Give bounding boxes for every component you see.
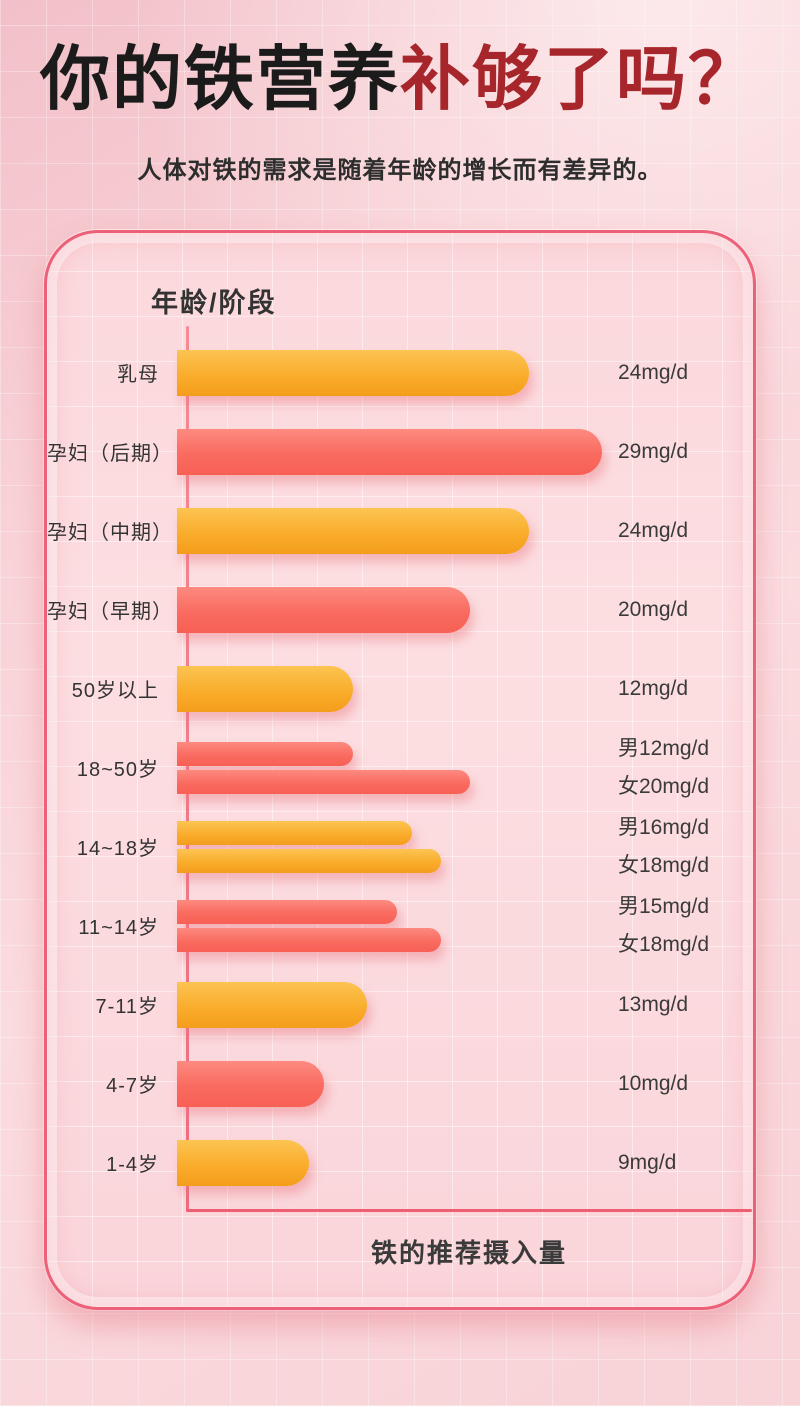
value-text: 女18mg/d <box>618 853 710 877</box>
value-text: 9mg/d <box>618 1150 677 1174</box>
value-text: 10mg/d <box>618 1071 689 1095</box>
bar <box>177 899 397 924</box>
chart-card: 年龄/阶段 乳母 24mg/d 孕妇（后期） 29mg/d 孕妇（中期） 24mg/d 孕妇… <box>44 230 756 1310</box>
bar <box>177 769 471 794</box>
value-text: 12mg/d <box>618 676 689 700</box>
value-text: 13mg/d <box>618 992 689 1016</box>
row-label: 14~18岁 <box>76 838 159 860</box>
bar-group <box>177 1060 602 1107</box>
value-text: 女20mg/d <box>618 774 710 798</box>
value-text: 24mg/d <box>618 518 689 542</box>
y-axis-header: 年龄/阶段 <box>151 288 277 318</box>
bar <box>177 586 471 633</box>
bar <box>177 1060 324 1107</box>
bar-group <box>177 586 602 633</box>
chart-row: 1-4岁 9mg/d <box>47 1123 753 1202</box>
chart-rows: 乳母 24mg/d 孕妇（后期） 29mg/d 孕妇（中期） 24mg/d 孕妇（早期） 20… <box>47 333 753 1202</box>
bar <box>177 349 529 396</box>
row-label: 4-7岁 <box>106 1075 159 1097</box>
chart-row: 4-7岁 10mg/d <box>47 1044 753 1123</box>
chart-row: 11~14岁 男15mg/d 女18mg/d <box>47 886 753 965</box>
chart-row: 乳母 24mg/d <box>47 333 753 412</box>
row-label: 18~50岁 <box>76 759 159 781</box>
row-label: 7-11岁 <box>95 996 159 1018</box>
bar-group <box>177 665 602 712</box>
row-values: 9mg/d <box>618 1144 676 1182</box>
value-text: 男15mg/d <box>618 894 710 918</box>
row-values: 20mg/d <box>618 591 688 629</box>
bar-group <box>177 428 602 475</box>
bar-group <box>177 981 602 1028</box>
chart-row: 14~18岁 男16mg/d 女18mg/d <box>47 807 753 886</box>
bar <box>177 820 412 845</box>
row-values: 24mg/d <box>618 354 688 392</box>
bar-group <box>177 741 602 794</box>
bar-group <box>177 820 602 873</box>
row-label: 50岁以上 <box>71 680 159 702</box>
y-axis-line <box>186 326 189 1212</box>
x-axis-title: 铁的推荐摄入量 <box>370 1238 567 1268</box>
bar <box>177 981 368 1028</box>
row-label: 乳母 <box>117 364 159 386</box>
row-label: 孕妇（早期） <box>47 601 173 623</box>
row-label: 孕妇（后期） <box>47 443 173 465</box>
value-text: 29mg/d <box>618 439 689 463</box>
value-text: 24mg/d <box>618 360 689 384</box>
page-subtitle: 人体对铁的需求是随着年龄的增长而有差异的。 <box>137 157 663 184</box>
page-title: 你的铁营养补够了吗？ <box>0 36 800 124</box>
row-label: 孕妇（中期） <box>47 522 173 544</box>
page-title-black: 你的铁营养 <box>40 40 400 118</box>
value-text: 女18mg/d <box>618 932 710 956</box>
page-title-red: 补够了吗？ <box>400 40 760 118</box>
value-text: 20mg/d <box>618 597 689 621</box>
chart-row: 18~50岁 男12mg/d 女20mg/d <box>47 728 753 807</box>
bar <box>177 848 441 873</box>
row-values: 13mg/d <box>618 986 688 1024</box>
row-values: 男15mg/d 女18mg/d <box>618 888 709 964</box>
bar <box>177 428 602 475</box>
chart-row: 孕妇（中期） 24mg/d <box>47 491 753 570</box>
chart-row: 7-11岁 13mg/d <box>47 965 753 1044</box>
row-values: 24mg/d <box>618 512 688 550</box>
chart-row: 孕妇（早期） 20mg/d <box>47 570 753 649</box>
value-text: 男12mg/d <box>618 736 710 760</box>
row-values: 10mg/d <box>618 1065 688 1103</box>
value-text: 男16mg/d <box>618 815 710 839</box>
row-values: 29mg/d <box>618 433 688 471</box>
bar-group <box>177 899 602 952</box>
row-label: 11~14岁 <box>78 917 159 939</box>
chart-row: 孕妇（后期） 29mg/d <box>47 412 753 491</box>
bar-group <box>177 349 602 396</box>
x-axis-line <box>186 1209 752 1212</box>
bar-group <box>177 1139 602 1186</box>
bar <box>177 741 353 766</box>
bar <box>177 927 441 952</box>
bar <box>177 1139 309 1186</box>
chart-row: 50岁以上 12mg/d <box>47 649 753 728</box>
bar <box>177 507 529 554</box>
row-values: 12mg/d <box>618 670 688 708</box>
bar <box>177 665 353 712</box>
row-label: 1-4岁 <box>106 1154 159 1176</box>
bar-group <box>177 507 602 554</box>
row-values: 男12mg/d 女20mg/d <box>618 730 709 806</box>
row-values: 男16mg/d 女18mg/d <box>618 809 709 885</box>
